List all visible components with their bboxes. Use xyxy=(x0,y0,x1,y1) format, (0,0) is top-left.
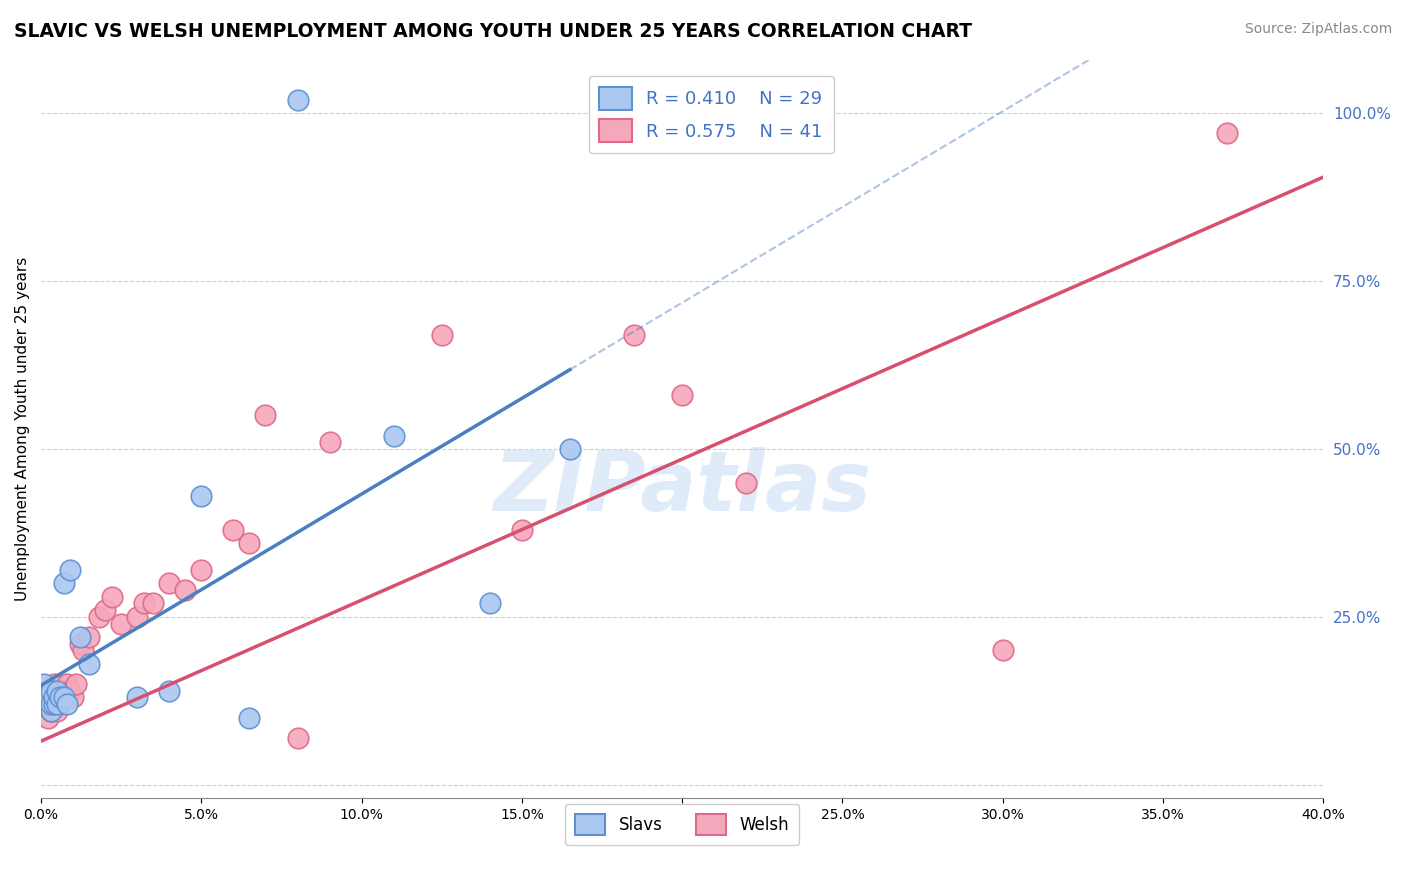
Point xyxy=(46,704,69,718)
Point xyxy=(318,435,340,450)
Point xyxy=(287,93,309,107)
Text: SLAVIC VS WELSH UNEMPLOYMENT AMONG YOUTH UNDER 25 YEARS CORRELATION CHART: SLAVIC VS WELSH UNEMPLOYMENT AMONG YOUTH… xyxy=(14,22,972,41)
Point xyxy=(254,409,277,423)
Point xyxy=(991,643,1014,657)
Point xyxy=(100,590,122,604)
Point xyxy=(52,690,75,705)
Point xyxy=(37,710,59,724)
Point xyxy=(190,489,212,503)
Point xyxy=(42,697,65,711)
Point xyxy=(46,683,69,698)
Point xyxy=(671,93,693,107)
Point xyxy=(49,690,72,705)
Point xyxy=(132,596,155,610)
Text: ZIPatlas: ZIPatlas xyxy=(494,448,872,528)
Point xyxy=(42,677,65,691)
Point xyxy=(558,442,581,456)
Point xyxy=(77,657,100,671)
Point xyxy=(46,690,69,705)
Point xyxy=(157,576,180,591)
Point xyxy=(42,697,65,711)
Point xyxy=(65,677,87,691)
Point xyxy=(87,610,110,624)
Point xyxy=(34,690,56,705)
Point xyxy=(671,388,693,402)
Point xyxy=(62,690,84,705)
Point xyxy=(39,683,62,698)
Point xyxy=(382,428,405,442)
Point xyxy=(37,690,59,705)
Point xyxy=(142,596,165,610)
Point xyxy=(49,683,72,698)
Point xyxy=(55,677,77,691)
Point xyxy=(72,643,94,657)
Point xyxy=(222,523,245,537)
Point xyxy=(735,475,758,490)
Point xyxy=(94,603,117,617)
Point xyxy=(77,630,100,644)
Point xyxy=(623,327,645,342)
Point xyxy=(39,697,62,711)
Point xyxy=(287,731,309,745)
Point xyxy=(39,683,62,698)
Point xyxy=(478,596,501,610)
Point xyxy=(37,690,59,705)
Point xyxy=(34,677,56,691)
Point xyxy=(238,536,260,550)
Point xyxy=(37,697,59,711)
Point xyxy=(174,582,197,597)
Point xyxy=(510,523,533,537)
Point xyxy=(127,610,149,624)
Point xyxy=(238,710,260,724)
Point xyxy=(34,697,56,711)
Point xyxy=(69,637,91,651)
Y-axis label: Unemployment Among Youth under 25 years: Unemployment Among Youth under 25 years xyxy=(15,257,30,601)
Point xyxy=(190,563,212,577)
Point xyxy=(52,690,75,705)
Point xyxy=(49,697,72,711)
Point xyxy=(39,704,62,718)
Point xyxy=(59,683,82,698)
Point xyxy=(55,697,77,711)
Point xyxy=(69,630,91,644)
Point xyxy=(46,697,69,711)
Point xyxy=(39,704,62,718)
Point xyxy=(157,683,180,698)
Point xyxy=(34,697,56,711)
Point xyxy=(59,563,82,577)
Legend: Slavs, Welsh: Slavs, Welsh xyxy=(565,804,799,846)
Point xyxy=(42,690,65,705)
Point xyxy=(110,616,132,631)
Text: Source: ZipAtlas.com: Source: ZipAtlas.com xyxy=(1244,22,1392,37)
Point xyxy=(430,327,453,342)
Point xyxy=(52,576,75,591)
Point xyxy=(127,690,149,705)
Point xyxy=(1216,127,1239,141)
Point xyxy=(623,93,645,107)
